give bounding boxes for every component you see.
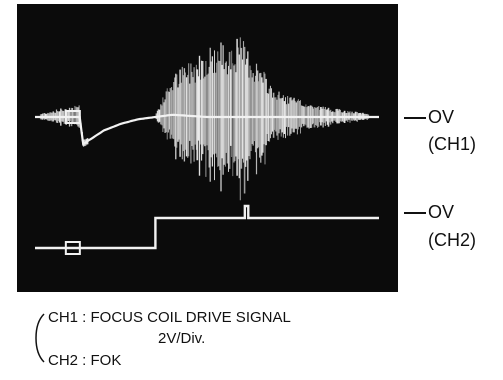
caption-brace bbox=[35, 313, 45, 363]
ch2-marker bbox=[64, 241, 81, 255]
trigger-markers bbox=[64, 110, 81, 255]
ch1-trace bbox=[35, 113, 379, 146]
ch1-channel-label: (CH1) bbox=[428, 134, 476, 154]
ch2-trace bbox=[35, 204, 379, 250]
ch1-envelope bbox=[39, 37, 370, 201]
ch2-channel-label: (CH2) bbox=[428, 230, 476, 250]
caption-scale: 2V/Div. bbox=[158, 330, 206, 347]
scope-plot bbox=[35, 37, 379, 255]
ch1-marker bbox=[64, 110, 81, 124]
ch1-level-tick bbox=[404, 117, 426, 119]
caption-ch1: CH1 : FOCUS COIL DRIVE SIGNAL bbox=[48, 309, 291, 326]
ch1-level-label: OV bbox=[428, 107, 455, 127]
ch2-level-tick bbox=[404, 212, 426, 214]
oscilloscope-screen bbox=[17, 4, 398, 292]
caption-ch2: CH2 : FOK bbox=[48, 352, 122, 369]
ch2-level-label: OV bbox=[428, 202, 455, 222]
